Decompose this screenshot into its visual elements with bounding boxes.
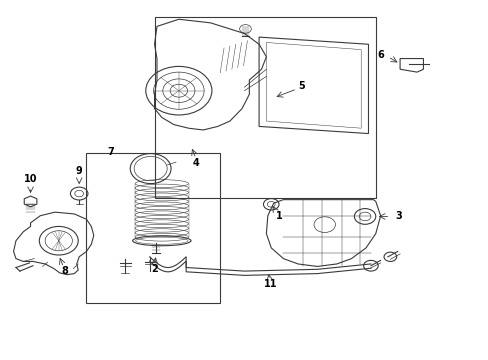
Text: 1: 1 xyxy=(276,211,282,221)
Text: 2: 2 xyxy=(151,264,158,274)
Text: 4: 4 xyxy=(192,158,199,168)
Text: 10: 10 xyxy=(24,174,37,184)
Text: 3: 3 xyxy=(394,211,401,221)
Text: 6: 6 xyxy=(377,50,384,60)
Text: 8: 8 xyxy=(61,266,68,276)
Text: 7: 7 xyxy=(107,147,114,157)
Bar xyxy=(86,153,220,303)
Text: 5: 5 xyxy=(298,81,305,91)
Text: 9: 9 xyxy=(76,166,82,176)
Text: 11: 11 xyxy=(263,279,277,289)
